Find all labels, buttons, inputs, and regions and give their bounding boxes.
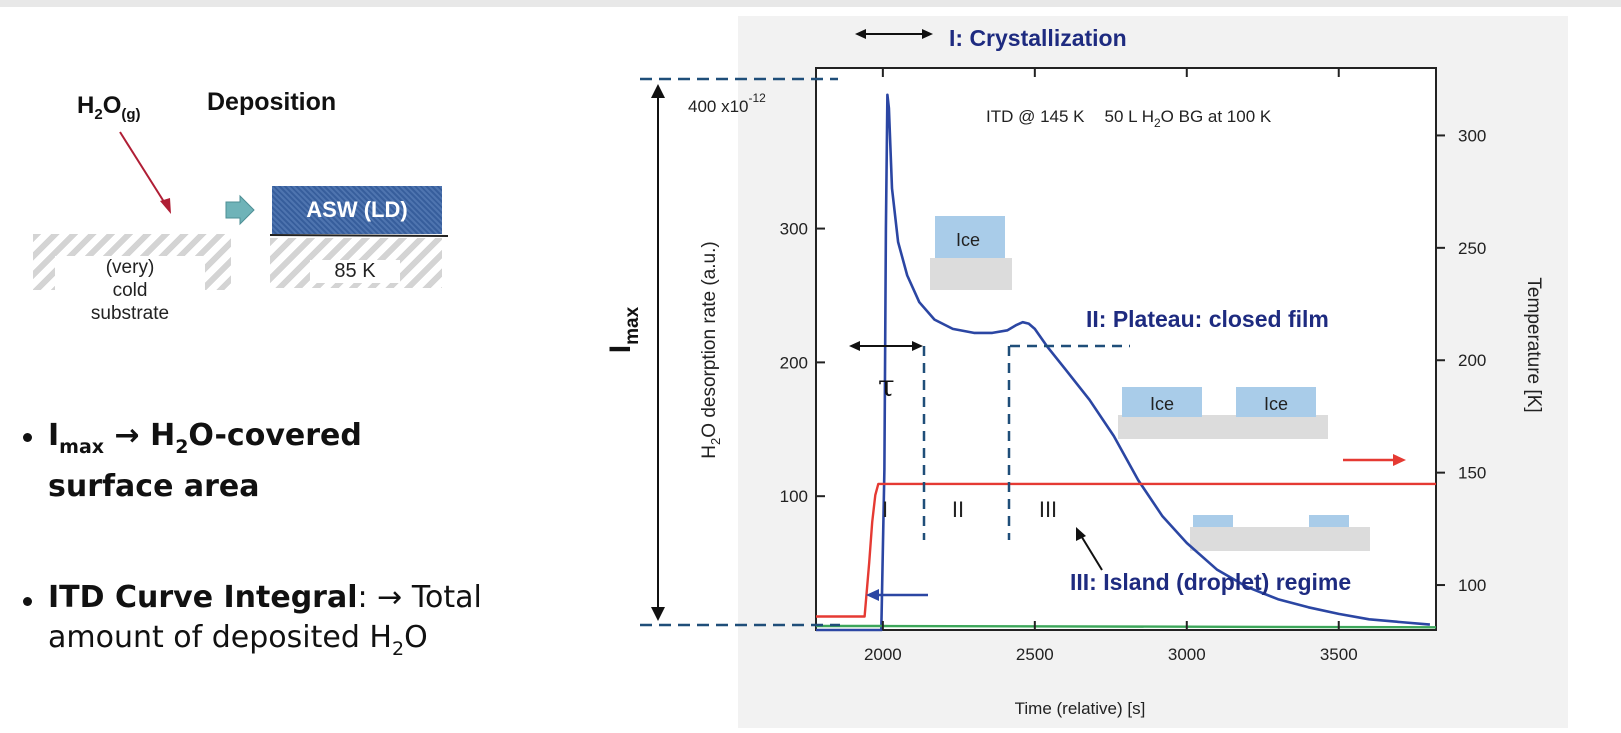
region-label-3: III	[1039, 497, 1057, 522]
ice-block-1	[935, 216, 1005, 258]
plateau-annotation: II: Plateau: closed film	[1086, 306, 1329, 332]
inset-text: ITD @ 145 K 50 L H2O BG at 100 K	[986, 107, 1272, 130]
tau-arrowhead-right	[912, 341, 923, 351]
ice-hatch-3	[1190, 527, 1370, 551]
right-axis-indicator-head	[1393, 454, 1406, 466]
bullet-itd: ITD Curve Integral: → Total amount of de…	[48, 580, 482, 660]
y-left-tick-label: 100	[780, 487, 808, 506]
substrate-label: (very) cold substrate	[55, 256, 205, 324]
y-scale-note: 400 x10-12	[688, 91, 766, 116]
deposition-schematic-arrows	[119, 131, 449, 237]
y-axis-left-label: H2O desorption rate (a.u.)	[699, 241, 723, 458]
x-tick-label: 2500	[1016, 645, 1054, 664]
ice-droplet-2	[1309, 515, 1349, 527]
imax-arrowhead-bottom	[651, 607, 665, 621]
gas-label: H2O(g)	[77, 92, 141, 123]
y-right-tick-label: 150	[1458, 464, 1486, 483]
crystallization-arrowhead-right	[922, 29, 933, 39]
x-tick-label: 3500	[1320, 645, 1358, 664]
ice-label-2a: Ice	[1150, 394, 1174, 414]
y-right-tick-label: 200	[1458, 351, 1486, 370]
bullet-imax: Imax → H2O-covered surface area	[48, 418, 362, 504]
ice-block-2a	[1122, 387, 1202, 417]
film-temp-label: 85 K	[310, 260, 400, 283]
tau-arrowhead-left	[849, 341, 860, 351]
y-left-tick-label: 200	[780, 353, 808, 372]
island-pointer-line	[1079, 533, 1103, 571]
y-axis-right-label: Temperature [K]	[1523, 277, 1544, 412]
region-label-1: I	[882, 497, 888, 522]
ice-hatch-2	[1118, 415, 1328, 439]
ticks-layer: 2000 2500 3000 3500 100 200 300 100 150 200 250 300	[780, 68, 1486, 664]
asw-film-label: ASW (LD)	[272, 186, 442, 234]
bullet-dot-1	[23, 433, 32, 442]
left-axis-indicator-head	[866, 589, 879, 601]
crystallization-arrowhead-left	[855, 29, 866, 39]
x-tick-label: 2000	[864, 645, 902, 664]
y-right-tick-label: 100	[1458, 576, 1486, 595]
ice-diagrams: Ice Ice Ice	[930, 216, 1370, 551]
imax-label: Imax	[604, 306, 643, 353]
y-left-tick-label: 300	[780, 220, 808, 239]
region-label-2: II	[952, 497, 964, 522]
ice-hatch-1	[930, 258, 1012, 290]
top-bar	[0, 0, 1621, 7]
x-tick-label: 3000	[1168, 645, 1206, 664]
series-line-2	[816, 624, 1437, 629]
ice-block-2b	[1236, 387, 1316, 417]
crystallization-annotation: I: Crystallization	[949, 25, 1127, 51]
y-right-tick-label: 250	[1458, 239, 1486, 258]
bullet-dot-2	[23, 597, 32, 606]
imax-arrowhead-top	[651, 84, 665, 98]
x-axis-label: Time (relative) [s]	[1015, 699, 1146, 718]
ice-label-1: Ice	[956, 230, 980, 250]
deposition-title: Deposition	[207, 88, 337, 116]
ice-droplet-1	[1193, 515, 1233, 527]
island-annotation: III: Island (droplet) regime	[1070, 569, 1351, 595]
tau-label: τ	[878, 369, 895, 404]
series-line-0	[816, 93, 1431, 632]
series-line-1	[816, 482, 1436, 618]
island-pointer-head	[1076, 527, 1086, 541]
ice-label-2b: Ice	[1264, 394, 1288, 414]
y-right-tick-label: 300	[1458, 126, 1486, 145]
